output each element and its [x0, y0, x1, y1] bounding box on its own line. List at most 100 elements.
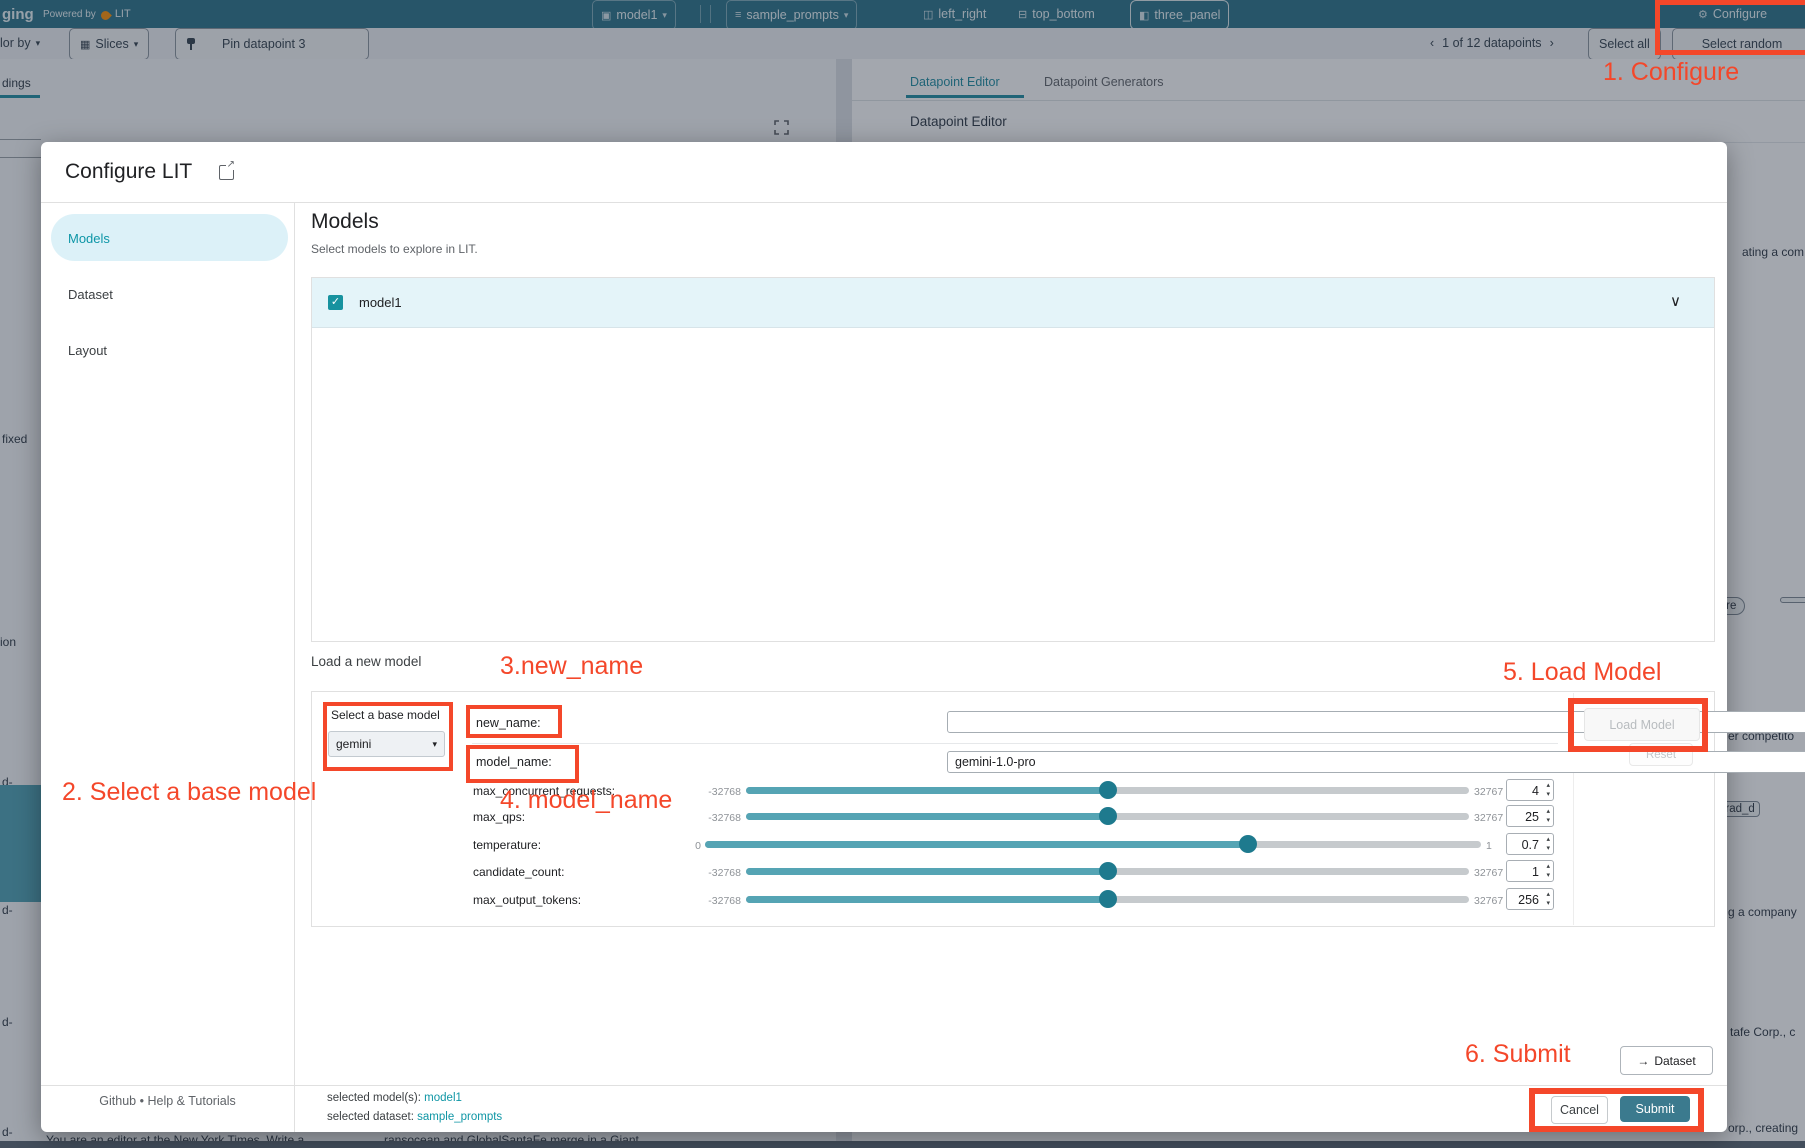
number-stepper[interactable]: 4 ▴ ▾	[1506, 779, 1554, 801]
slider-handle[interactable]	[1098, 807, 1117, 825]
button-fragment[interactable]	[1780, 597, 1805, 603]
slider-track[interactable]	[746, 781, 1469, 799]
expand-icon[interactable]	[774, 120, 789, 135]
divider	[700, 5, 701, 23]
selected-row-fragment	[0, 785, 41, 902]
model-name-input[interactable]	[947, 751, 1805, 773]
slider-row-candidate-count: candidate_count: -32768 32767 1 ▴ ▾	[312, 860, 1714, 882]
slider-fill	[705, 841, 1249, 848]
section-title: Models	[311, 210, 379, 233]
left-fragment: ion	[0, 635, 17, 649]
powered-by-lit: Powered by LIT	[43, 8, 131, 20]
select-all-button[interactable]: Select all	[1588, 28, 1661, 60]
tab-datapoint-generators[interactable]: Datapoint Generators	[1044, 75, 1164, 89]
annotation-step3: 3.new_name	[500, 652, 644, 680]
annotation-step1: 1. Configure	[1603, 58, 1740, 86]
checkbox-checked-icon[interactable]: ✓	[328, 295, 343, 310]
submit-button[interactable]: Submit	[1620, 1096, 1690, 1122]
configure-button[interactable]: ⚙ Configure	[1698, 7, 1768, 21]
slider-handle[interactable]	[1098, 781, 1117, 799]
slider-handle[interactable]	[1239, 835, 1258, 853]
selected-models-line: selected model(s): model1	[327, 1092, 462, 1104]
stepper-arrows-icon[interactable]: ▴ ▾	[1546, 863, 1550, 879]
tab-underline	[0, 95, 40, 98]
row-fragment: d-	[2, 775, 13, 789]
right-fragment: tafe Corp., c	[1730, 1025, 1796, 1039]
load-model-button[interactable]: Load Model	[1584, 708, 1700, 741]
slider-row-max-output-tokens: max_output_tokens: -32768 32767 256 ▴ ▾	[312, 888, 1714, 910]
slider-row-max-qps: max_qps: -32768 32767 25 ▴ ▾	[312, 805, 1714, 827]
layout-button-top-bottom[interactable]: ⊟ top_bottom	[1018, 7, 1095, 21]
slider-handle[interactable]	[1098, 862, 1117, 880]
pin-datapoint-button[interactable]: Pin datapoint 3	[175, 28, 369, 60]
nav-item-dataset[interactable]: Dataset	[68, 287, 113, 302]
annotation-box-submit	[1529, 1088, 1704, 1132]
slider-handle[interactable]	[1098, 890, 1117, 908]
slider-fill	[746, 868, 1108, 875]
dot-separator: •	[139, 1094, 144, 1108]
github-link[interactable]: Github	[99, 1094, 137, 1108]
annotation-box-base-model	[323, 702, 453, 771]
open-in-new-icon[interactable]: ↗	[219, 159, 235, 180]
app-title-fragment: ging	[2, 5, 34, 23]
tab-datapoint-editor[interactable]: Datapoint Editor	[910, 75, 1000, 89]
model-name-label: model_name:	[476, 755, 552, 769]
chevron-down-icon[interactable]: ∨	[1670, 293, 1681, 310]
row-fragment: d-	[2, 1125, 13, 1139]
caret-down-icon: ▾	[432, 738, 437, 749]
selected-dataset-line: selected dataset: sample_prompts	[327, 1111, 503, 1123]
number-stepper[interactable]: 256 ▴ ▾	[1506, 888, 1554, 910]
slider-track[interactable]	[746, 862, 1469, 880]
layout-button-left-right[interactable]: ◫ left_right	[923, 7, 987, 21]
color-by-fragment[interactable]: lor by ▾	[0, 36, 41, 50]
prev-icon[interactable]: ‹	[1430, 36, 1435, 50]
nav-item-layout[interactable]: Layout	[68, 343, 108, 358]
cancel-button[interactable]: Cancel	[1551, 1096, 1608, 1124]
stepper-arrows-icon[interactable]: ▴ ▾	[1546, 808, 1550, 824]
divider	[472, 743, 1558, 744]
nav-item-models[interactable]: Models	[68, 231, 110, 246]
stepper-arrows-icon[interactable]: ▴ ▾	[1546, 836, 1550, 852]
number-stepper[interactable]: 0.7 ▴ ▾	[1506, 833, 1554, 855]
selected-dataset-link[interactable]: sample_prompts	[417, 1111, 503, 1123]
active-tab-underline	[906, 95, 1024, 98]
section-subtitle: Select models to explore in LIT.	[311, 242, 478, 256]
divider	[41, 202, 1727, 203]
three-panel-layout-icon: ◧	[1139, 9, 1150, 22]
new-name-label: new_name:	[476, 716, 541, 730]
stepper-arrows-icon[interactable]: ▴ ▾	[1546, 782, 1550, 798]
slices-button[interactable]: ▦ Slices ▾	[69, 28, 150, 60]
datapoint-pagination[interactable]: ‹ 1 of 12 datapoints ›	[1430, 36, 1554, 50]
annotation-box-configure	[1655, 0, 1805, 55]
number-stepper[interactable]: 25 ▴ ▾	[1506, 805, 1554, 827]
grid-icon: ▦	[80, 38, 91, 51]
slider-track[interactable]	[746, 807, 1469, 825]
caret-down-icon: ▾	[35, 37, 41, 48]
divider	[0, 157, 41, 158]
model-row[interactable]: ✓ model1 ∨	[312, 278, 1714, 328]
slider-fill	[746, 896, 1108, 903]
annotation-box-new-name	[466, 705, 562, 738]
arrow-right-icon: →	[1637, 1053, 1650, 1068]
model-row-label: model1	[359, 295, 402, 310]
model-icon: ▣	[601, 9, 612, 22]
annotation-step2: 2. Select a base model	[62, 778, 317, 806]
left-right-layout-icon: ◫	[923, 8, 934, 21]
left-fragment: fixed	[2, 432, 28, 446]
load-model-form: Select a base model gemini ▾ new_name: m…	[311, 691, 1805, 927]
dataset-shortcut-button[interactable]: → Dataset	[1620, 1046, 1713, 1075]
help-tutorials-link[interactable]: Help & Tutorials	[147, 1094, 236, 1108]
divider	[41, 1085, 1727, 1086]
next-icon[interactable]: ›	[1549, 36, 1554, 50]
annotation-box-model-name	[466, 745, 579, 783]
number-stepper[interactable]: 1 ▴ ▾	[1506, 860, 1554, 882]
stepper-arrows-icon[interactable]: ▴ ▾	[1546, 891, 1550, 907]
base-model-select[interactable]: gemini ▾	[328, 731, 445, 757]
slider-row-temperature: temperature: 0 1 0.7 ▴ ▾	[312, 833, 1714, 855]
slider-track[interactable]	[746, 890, 1469, 908]
dialog-title: Configure LIT	[65, 160, 193, 183]
right-fragment: ating a com	[1742, 245, 1805, 259]
slider-track[interactable]	[705, 835, 1481, 853]
caret-down-icon: ▾	[843, 9, 849, 20]
top-bottom-layout-icon: ⊟	[1018, 8, 1028, 21]
